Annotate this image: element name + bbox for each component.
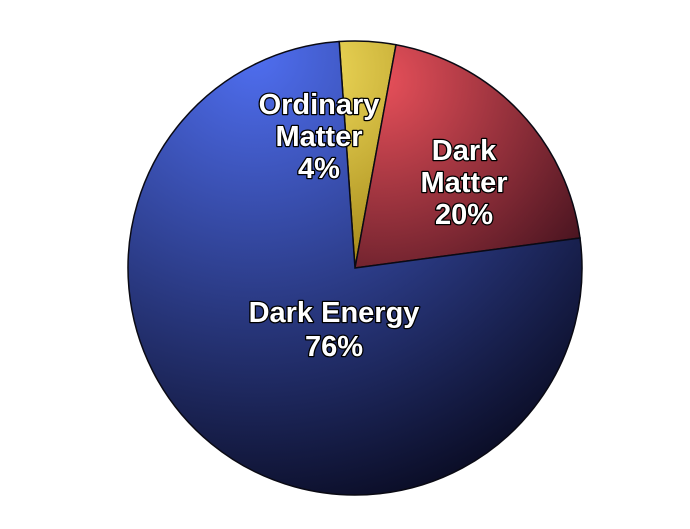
pie-labels: Ordinary Matter 4%Dark Matter 20%Dark Energy… [247, 88, 509, 365]
slice-label-line: Dark Energy [249, 297, 420, 329]
slice-label-line: Matter [275, 121, 362, 153]
slice-label-line: 20% [435, 199, 493, 231]
slice-label-line: Matter [420, 167, 507, 199]
slice-label-line: 4% [298, 153, 340, 185]
pie-slice-dark-energy [127, 40, 583, 496]
slice-label-line: Dark [432, 135, 497, 167]
slice-label-dark-matter: Dark Matter 20% [420, 135, 507, 231]
slice-label-line: Ordinary [259, 89, 380, 121]
pie-slice-dark-matter [354, 43, 581, 269]
slice-label-dark-energy: Dark Energy 76% [249, 297, 420, 363]
slice-label-line: 76% [305, 331, 363, 363]
pie-slices [127, 40, 583, 496]
slice-label-ordinary: Ordinary Matter 4% [259, 89, 380, 185]
